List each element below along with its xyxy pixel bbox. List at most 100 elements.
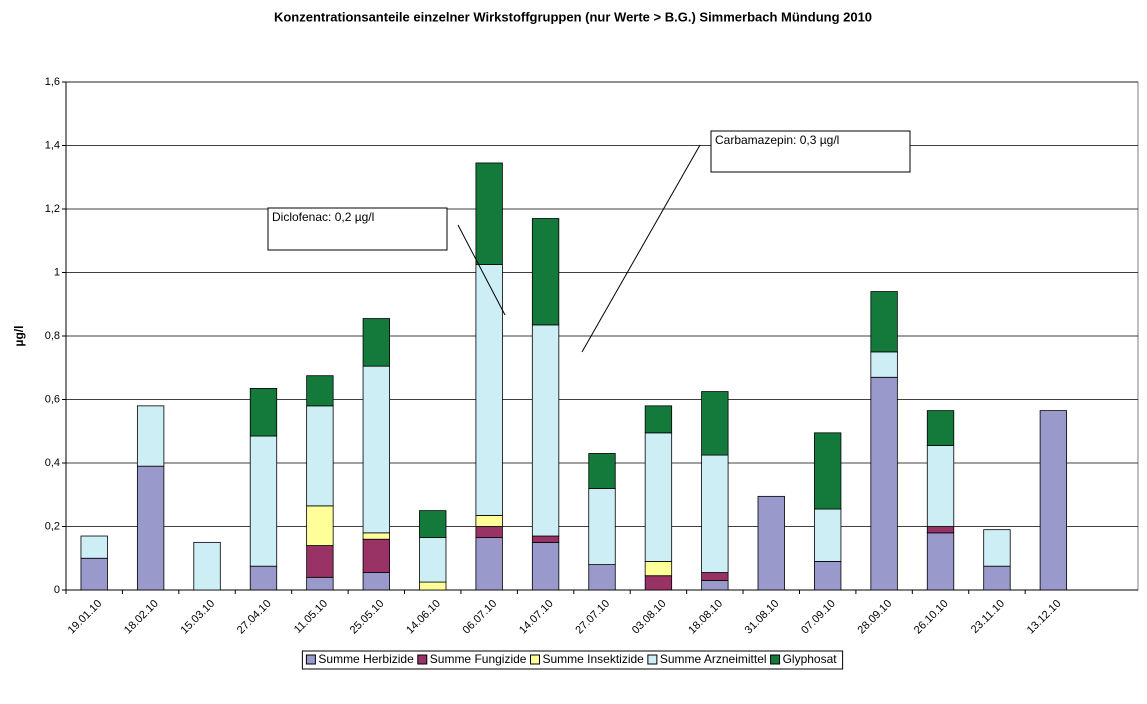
bar-segment [926,445,955,527]
bar-segment [531,541,560,591]
bar-segment [926,526,955,534]
y-tick-label: 1,2 [45,203,60,215]
bar-segment [701,580,729,591]
x-tick-label: 14.06.10 [404,598,443,637]
bar-segment [80,535,108,559]
bar-segment [193,541,221,591]
annotation-leader [457,224,506,316]
bar-segment [136,465,165,591]
x-tick-label: 03.08.10 [630,598,669,637]
x-tick-label: 18.08.10 [686,598,725,637]
bar-segment [870,376,898,591]
bar-segment [983,565,1011,591]
annotation-text: Carbamazepin: 0,3 µg/l [715,133,839,147]
legend-swatch [529,654,540,665]
y-axis-label: µg/l [12,326,26,347]
y-tick-label: 0 [54,584,60,596]
bar-segment [814,561,842,591]
bar-segment [701,391,729,456]
bar-segment [475,526,503,539]
bar-segment [306,405,334,507]
bar-segment [249,387,278,437]
bar-segment [701,572,729,581]
bar-segment [926,532,955,591]
bar-segment [306,545,334,578]
bar-segment [306,375,334,407]
bar-segment [475,162,503,265]
x-tick-label: 18.02.10 [122,598,161,637]
legend-swatch [647,654,658,665]
bar-segment [362,365,390,534]
x-tick-label: 19.01.10 [66,598,105,637]
bar-segment [644,561,673,577]
legend-box [301,650,844,670]
x-tick-label: 06.07.10 [461,598,500,637]
bar-segment [419,581,447,591]
bar-segment [757,495,785,591]
bar-segment [644,575,673,591]
bar-segment [362,572,390,591]
legend-label: Summe Herbizide [318,652,414,666]
legend-label: Summe Fungizide [430,652,527,666]
x-tick-label: 14.07.10 [517,598,556,637]
x-tick-label: 11.05.10 [292,598,330,636]
y-tick-label: 0,6 [45,393,60,405]
x-tick-label: 31.08.10 [743,598,782,637]
bar-segment [362,318,390,367]
chart-title: Konzentrationsanteile einzelner Wirkstof… [274,9,872,24]
bar-segment [362,532,390,540]
y-tick-label: 0,8 [45,330,60,342]
bar-segment [419,537,447,583]
x-tick-label: 23.11.10 [969,598,1007,636]
bar-segment [475,537,503,591]
bar-segment [588,487,616,565]
bar-segment [419,510,447,539]
legend-swatch [770,654,781,665]
bar-segment [926,410,955,446]
bar-segment [588,564,616,591]
annotation-box [710,130,911,173]
bar-segment [531,218,560,326]
legend-swatch [305,654,316,665]
bar-segment [475,514,503,527]
bar-segment [362,538,390,573]
bar-segment [644,432,673,562]
x-tick-label: 15.03.10 [178,598,217,637]
annotation-box [267,207,448,251]
bar-segment [701,454,729,573]
bar-segment [531,324,560,537]
bar-segment [306,505,334,546]
x-tick-label: 27.07.10 [573,598,612,637]
bar-segment [249,435,278,567]
bar-segment [531,535,560,543]
bar-segment [80,557,108,591]
legend-label: Summe Insektizide [542,652,644,666]
y-tick-label: 1,4 [45,139,60,151]
bar-segment [136,405,165,467]
bar-segment [475,264,503,516]
y-tick-label: 1 [54,266,60,278]
legend-label: Summe Arzneimittel [660,652,767,666]
annotation-leader [581,144,701,353]
bar-segment [644,405,673,434]
bar-segment [814,508,842,562]
legend-label: Glyphosat [783,652,838,666]
x-tick-label: 26.10.10 [912,598,951,637]
y-tick-label: 0,2 [45,520,60,532]
x-tick-label: 27.04.10 [235,598,274,637]
x-tick-label: 07.09.10 [799,598,838,637]
x-tick-label: 28.09.10 [856,598,895,637]
bar-segment [870,351,898,378]
annotation-text: Diclofenac: 0,2 µg/l [272,210,374,224]
bar-segment [983,529,1011,567]
bar-segment [306,576,334,591]
y-tick-label: 0,4 [45,457,60,469]
bar-segment [1039,410,1068,591]
bar-segment [588,453,616,489]
x-tick-label: 13.12.10 [1025,598,1064,637]
bar-segment [870,291,898,353]
x-tick-label: 25.05.10 [348,598,387,637]
bar-segment [249,565,278,591]
bar-segment [814,432,842,510]
